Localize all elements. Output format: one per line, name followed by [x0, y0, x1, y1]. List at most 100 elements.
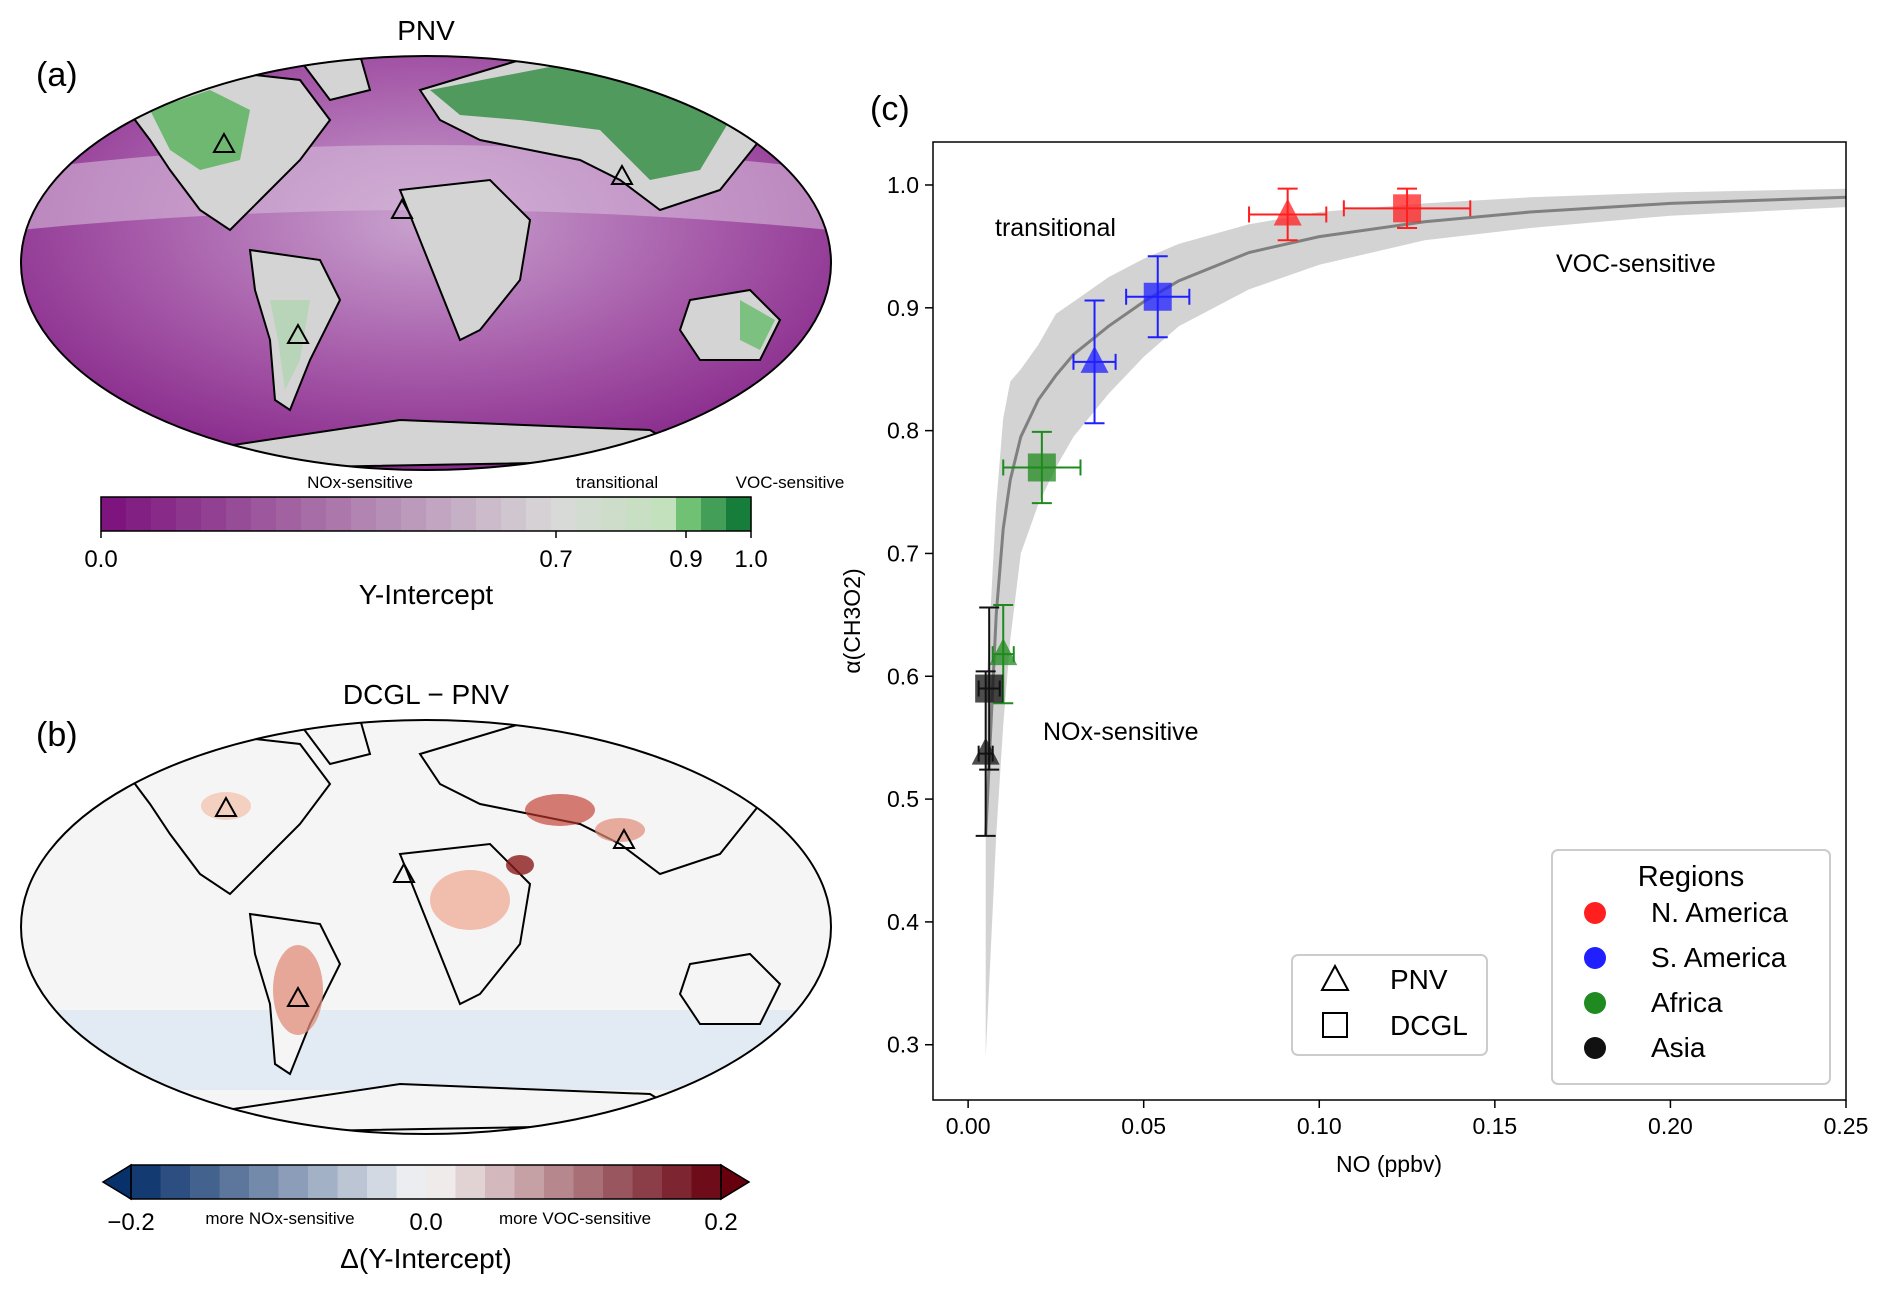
legend-dot-n-america — [1584, 902, 1606, 924]
colorbar-b-tick-mid: 0.0 — [409, 1209, 442, 1236]
colorbar-b-segment — [396, 1165, 427, 1199]
square-marker — [1027, 453, 1056, 482]
colorbar-b-segment — [662, 1165, 693, 1199]
y-tick-label: 0.4 — [887, 909, 919, 935]
legend-label-s-america: S. America — [1651, 942, 1787, 973]
point-s-america-dcgl — [1125, 255, 1191, 339]
point-n-america-dcgl — [1342, 187, 1472, 229]
colorbar-a-segment — [226, 497, 252, 531]
colorbar-a-tick-label: 0.7 — [539, 546, 572, 573]
colorbar-b-tick-high: 0.2 — [704, 1209, 737, 1236]
colorbar-a-tick-label: 0.0 — [84, 546, 117, 573]
pnv-site-as-map-b — [612, 827, 636, 849]
colorbar-b-frame — [130, 1164, 722, 1200]
colorbar-a-annot-nox: NOx-sensitive — [307, 473, 413, 492]
colorbar-b-segment — [249, 1165, 280, 1199]
colorbar-b-tick-low: −0.2 — [107, 1209, 154, 1236]
colorbar-a-segment — [451, 497, 477, 531]
legend-label-asia: Asia — [1651, 1032, 1706, 1063]
point-africa-dcgl — [1002, 430, 1082, 505]
triangle-marker — [1080, 345, 1109, 373]
colorbar-a-tick-label: 0.9 — [669, 546, 702, 573]
panel-c-label: (c) — [870, 90, 910, 128]
y-tick-label: 0.3 — [887, 1032, 919, 1058]
legend-square-icon — [1322, 1012, 1348, 1038]
colorbar-b-segment — [131, 1165, 162, 1199]
colorbar-b-segment — [544, 1165, 575, 1199]
triangle-marker — [989, 638, 1018, 666]
colorbar-b-segment — [455, 1165, 486, 1199]
pnv-site-af-map-b — [392, 861, 416, 883]
colorbar-a-segment — [601, 497, 627, 531]
colorbar-a-annot-voc: VOC-sensitive — [736, 473, 845, 492]
point-s-america-pnv — [1072, 299, 1117, 425]
colorbar-a-segment — [251, 497, 277, 531]
colorbar-a-segment — [426, 497, 452, 531]
marker-legend: PNV DCGL — [1291, 954, 1488, 1056]
colorbar-a-segment — [101, 497, 127, 531]
x-tick-label: 0.10 — [1297, 1113, 1342, 1139]
colorbar-a-segment — [476, 497, 502, 531]
colorbar-b-annot-nox: more NOx-sensitive — [205, 1209, 354, 1228]
point-asia-dcgl — [975, 606, 1004, 771]
panel-a-title: PNV — [397, 15, 455, 46]
colorbar-a-segment — [176, 497, 202, 531]
colorbar-b-segment — [367, 1165, 398, 1199]
colorbar-b-label: Δ(Y-Intercept) — [340, 1243, 512, 1274]
y-tick-label: 0.7 — [887, 540, 919, 566]
pnv-site-sa-map-a — [286, 322, 310, 344]
colorbar-a-annot-trans: transitional — [576, 473, 658, 492]
colorbar-a-segment — [576, 497, 602, 531]
colorbar-a-segment — [276, 497, 302, 531]
y-axis-label: α(CH3O2) — [839, 568, 865, 673]
colorbar-a-segment — [376, 497, 402, 531]
plot-frame — [932, 141, 1847, 1101]
pnv-site-as-map-a — [610, 163, 634, 185]
legend-dcgl-label: DCGL — [1390, 1010, 1468, 1041]
x-axis-label: NO (ppbv) — [1336, 1151, 1442, 1177]
colorbar-b-segment — [219, 1165, 250, 1199]
colorbar-b-segment — [278, 1165, 309, 1199]
y-tick-label: 0.8 — [887, 418, 919, 444]
panel-a-label: (a) — [36, 56, 78, 94]
x-tick-label: 0.15 — [1472, 1113, 1517, 1139]
point-africa-pnv — [989, 604, 1018, 705]
legend-dot-asia — [1584, 1037, 1606, 1059]
colorbar-a-segment — [326, 497, 352, 531]
colorbar-b-segment — [603, 1165, 634, 1199]
annot-transitional: transitional — [995, 214, 1116, 242]
colorbar-b-segment — [190, 1165, 221, 1199]
colorbar-a-tick-label: 1.0 — [734, 546, 767, 573]
colorbar-b-segment — [426, 1165, 457, 1199]
pnv-site-na-map-a — [212, 131, 236, 153]
colorbar-b-segment — [160, 1165, 191, 1199]
land-australia-b — [678, 952, 782, 1025]
fit-curve — [984, 195, 1847, 836]
x-tick-label: 0.20 — [1648, 1113, 1693, 1139]
square-marker — [975, 674, 1004, 703]
region-legend-title: Regions — [1638, 861, 1744, 893]
triangle-marker — [971, 737, 1000, 765]
colorbar-a-segment — [526, 497, 552, 531]
colorbar-b-extend-low — [101, 1163, 132, 1201]
colorbar-b-segment — [632, 1165, 663, 1199]
legend-dot-africa — [1584, 992, 1606, 1014]
map-b — [20, 719, 832, 1135]
colorbar-b-segment — [514, 1165, 545, 1199]
legend-triangle-icon — [1320, 963, 1350, 991]
pnv-site-sa-map-b — [286, 985, 310, 1007]
colorbar-b-segment — [308, 1165, 339, 1199]
y-tick-label: 1.0 — [887, 172, 919, 198]
plot-c: 0.00 0.05 0.10 0.15 0.20 0.25 0.3 0.4 0.5 0.6 0.7… — [839, 141, 1868, 1177]
colorbar-a-segment — [151, 497, 177, 531]
colorbar-a-segment — [651, 497, 677, 531]
triangle-marker — [1273, 198, 1302, 226]
colorbar-b-segment — [573, 1165, 604, 1199]
colorbar-b-segment — [691, 1165, 722, 1199]
legend-label-africa: Africa — [1651, 987, 1723, 1018]
pnv-site-na-map-b — [214, 795, 238, 817]
region-legend: Regions N. America S. America Africa Asia — [1551, 849, 1831, 1085]
legend-dot-s-america — [1584, 947, 1606, 969]
colorbar-a-segment — [501, 497, 527, 531]
colorbar-a-segment — [401, 497, 427, 531]
